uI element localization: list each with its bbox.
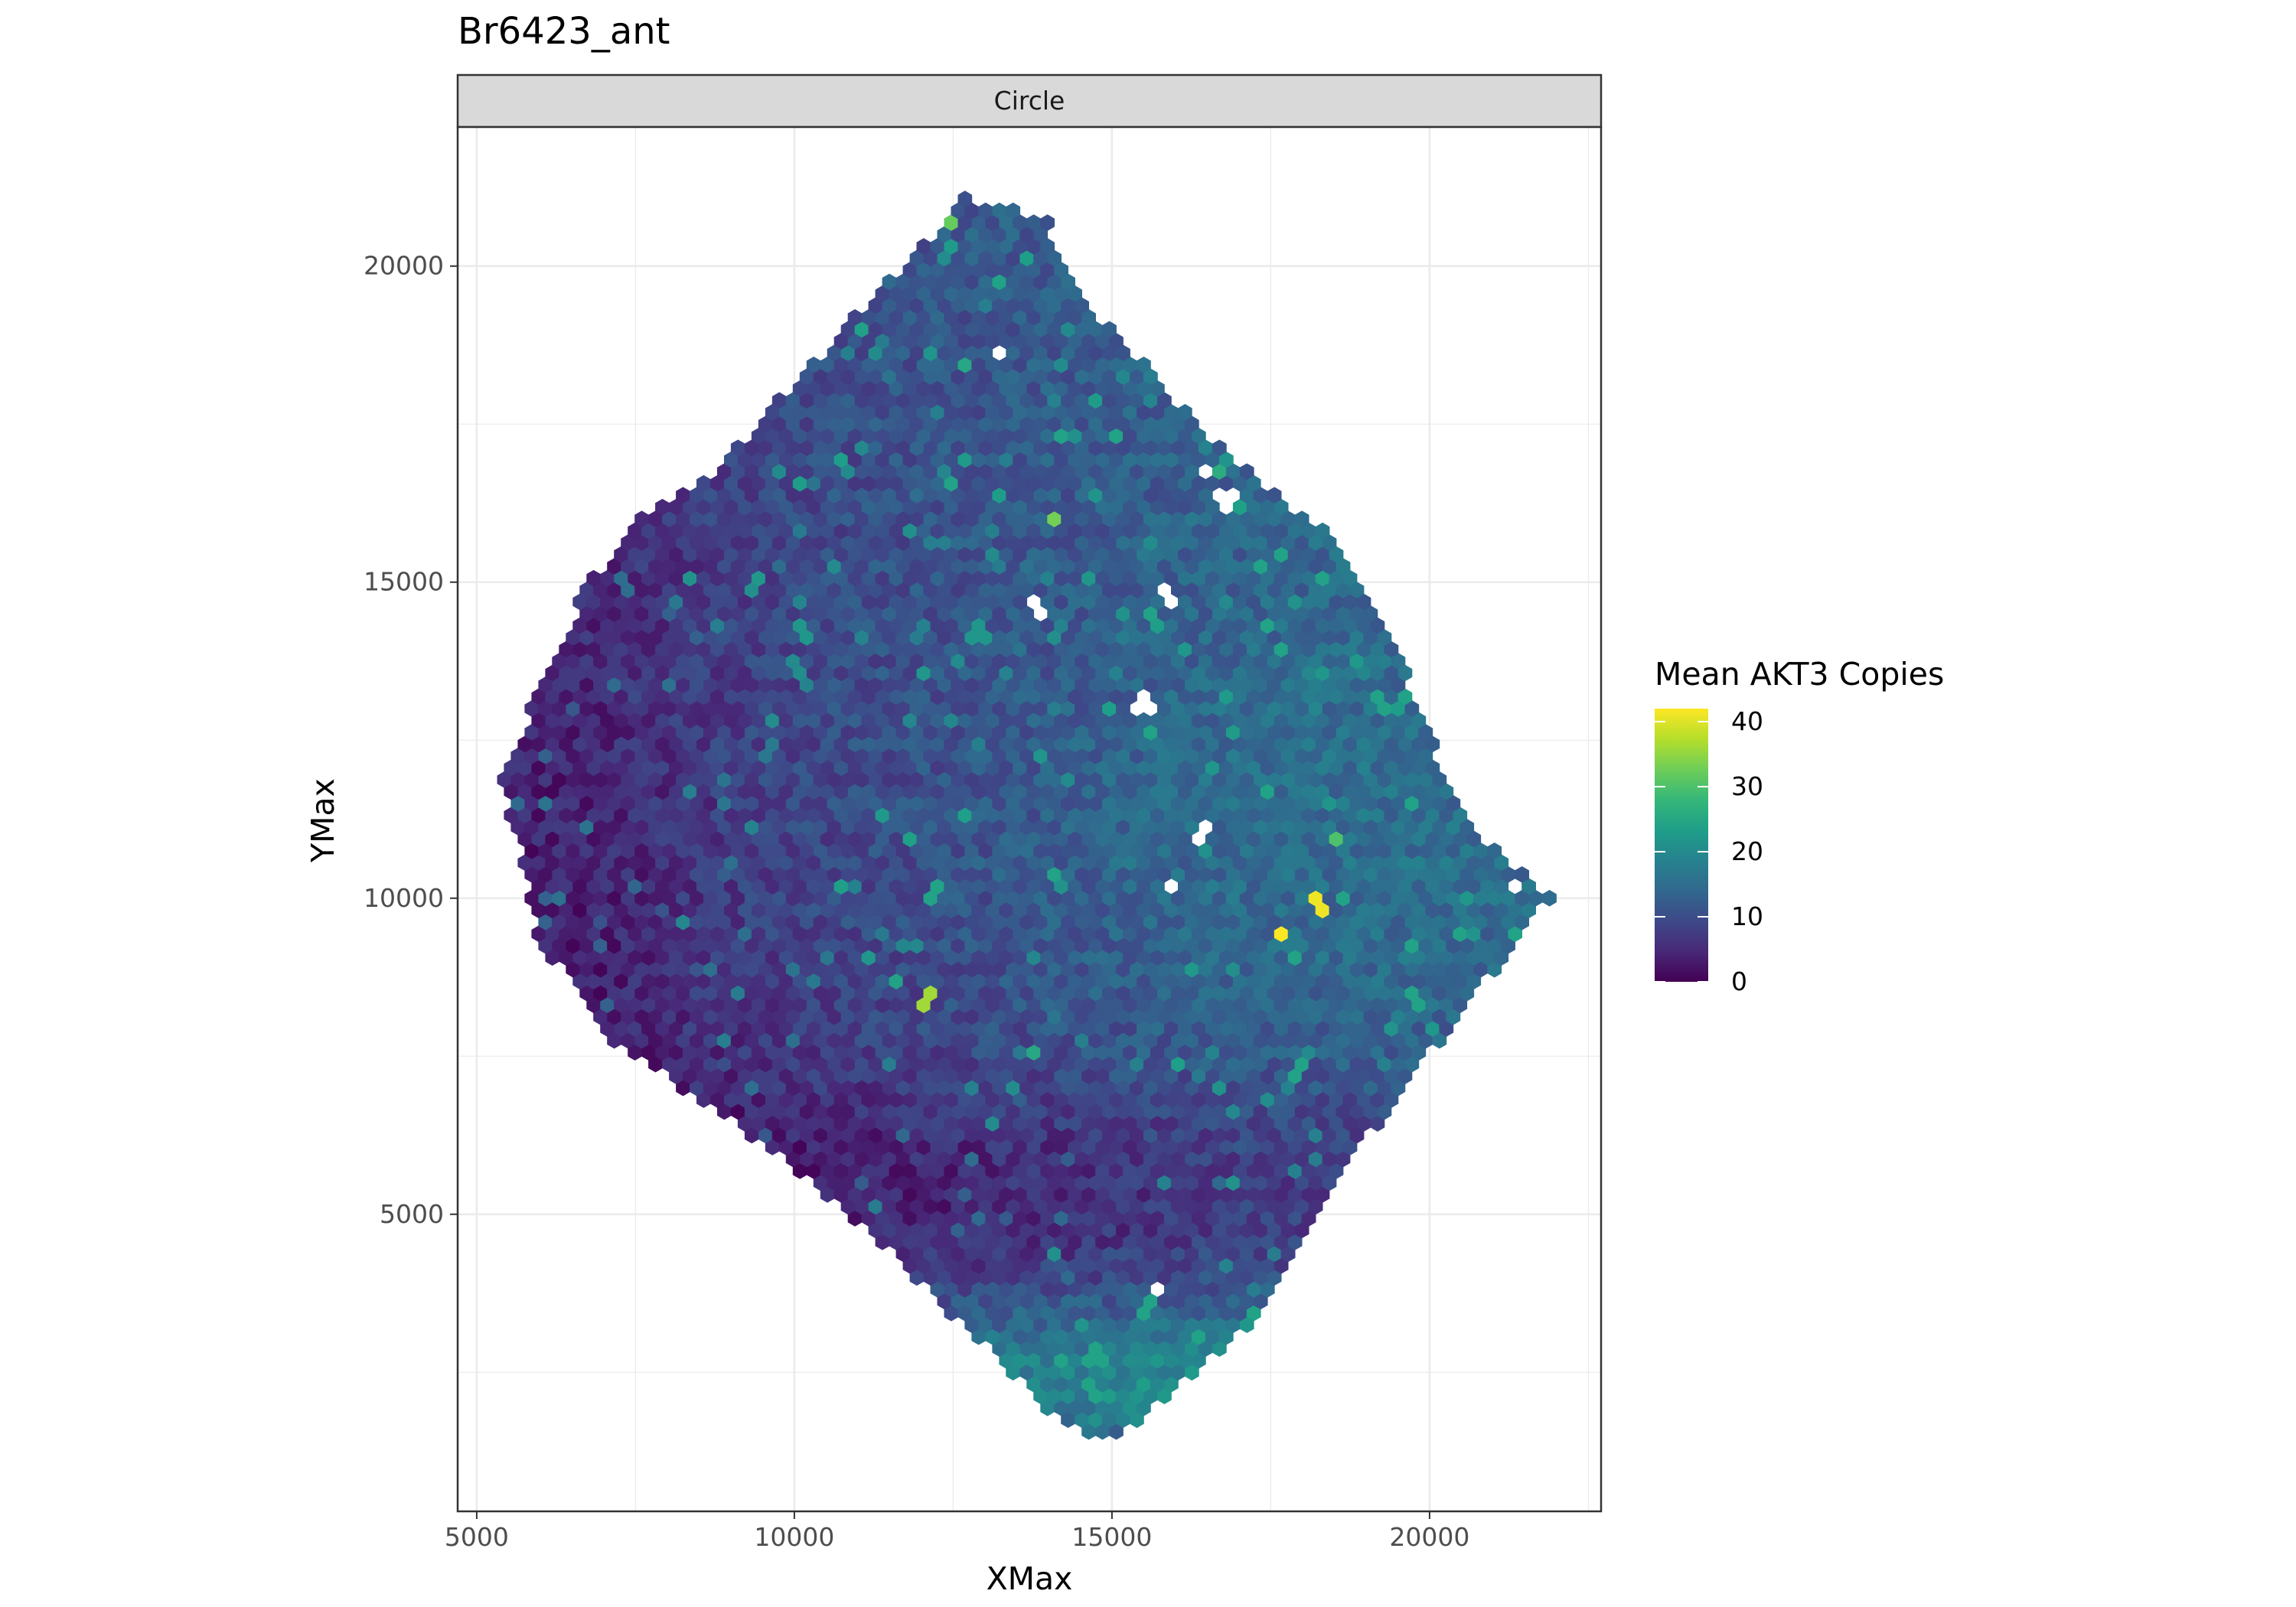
x-tick-label: 10000 [754,1522,834,1552]
hex-bin [1515,866,1529,883]
y-tick-label: 5000 [380,1199,444,1229]
y-tick-label: 20000 [364,251,444,281]
x-axis-title: XMax [987,1560,1073,1597]
facet-strip [456,73,1603,129]
y-axis-title: YMax [305,778,341,863]
legend-tick-label: 40 [1731,706,1763,736]
hex-bin [1487,843,1502,859]
facet-strip-label: Circle [994,86,1065,116]
colorbar [1655,709,1708,982]
y-tick-label: 10000 [364,883,444,913]
chart-title: Br6423_ant [458,10,670,53]
x-tick-label: 20000 [1389,1522,1469,1552]
x-tick-label: 15000 [1071,1522,1152,1552]
legend-tick-label: 20 [1731,836,1763,866]
hexbin-layer [497,191,1557,1440]
legend-tick-label: 10 [1731,901,1763,931]
hex-bin [1542,889,1557,907]
legend-tick-label: 30 [1731,771,1763,801]
x-tick-label: 5000 [445,1522,509,1552]
y-tick-label: 15000 [364,567,444,597]
legend-tick-label: 0 [1731,966,1747,996]
legend-title: Mean AKT3 Copies [1655,656,1944,693]
